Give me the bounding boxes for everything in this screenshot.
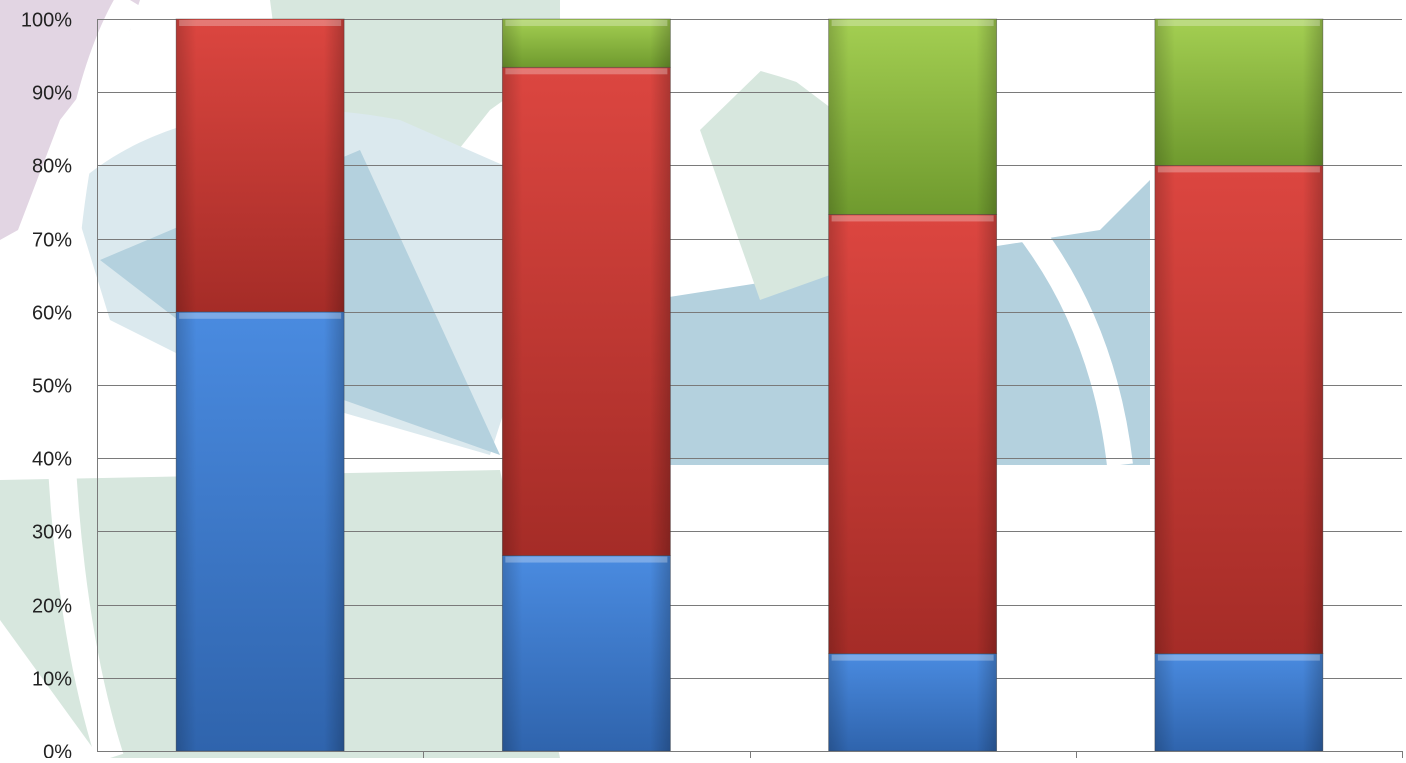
y-tick-label: 20%: [32, 596, 72, 618]
bar-segment: [501, 18, 671, 68]
bars: [175, 18, 1324, 752]
bar-segment-highlight: [179, 20, 342, 26]
bar-segment-shade: [176, 19, 345, 312]
bar-segment-highlight: [1157, 654, 1320, 661]
bar-segment: [828, 653, 998, 752]
y-tick-label: 90%: [32, 83, 72, 105]
bar-segment: [175, 18, 345, 313]
bar-segment: [1154, 164, 1324, 655]
bar-segment-highlight: [179, 312, 342, 319]
y-tick-label: 30%: [32, 522, 72, 544]
y-tick-label: 70%: [32, 230, 72, 252]
bar-segment-highlight: [505, 556, 668, 563]
y-tick-label: 60%: [32, 303, 72, 325]
bar-segment-shade: [1154, 19, 1323, 166]
watermark-arc-white: [45, 0, 143, 763]
y-tick-label: 50%: [32, 376, 72, 398]
y-tick-label: 40%: [32, 449, 72, 471]
bar-segment-highlight: [831, 654, 994, 661]
bar-segment-shade: [502, 19, 671, 68]
bar-segment: [828, 214, 998, 655]
bar-segment: [1154, 653, 1324, 752]
y-tick-label: 80%: [32, 156, 72, 178]
y-tick-label: 100%: [21, 10, 72, 32]
bar-segment: [501, 555, 671, 752]
bar-segment-highlight: [1157, 20, 1320, 26]
bar-segment-highlight: [831, 20, 994, 26]
bar-segment: [175, 311, 345, 752]
bar-segment: [501, 66, 671, 556]
bar-segment-highlight: [831, 215, 994, 222]
bar-segment-shade: [176, 311, 345, 751]
bar-segment-shade: [828, 214, 997, 654]
bar-segment: [828, 18, 998, 215]
y-tick-label: 10%: [32, 669, 72, 691]
bar-segment-shade: [1154, 165, 1323, 654]
axes: 0% 10% 20% 30% 40% 50% 60% 70% 80% 90% 100%: [21, 10, 1403, 763]
y-tick-label: 0%: [43, 742, 72, 759]
bar-segment-shade: [502, 555, 671, 751]
bar-segment-highlight: [1157, 166, 1320, 173]
bar-segment-shade: [828, 19, 997, 215]
bar-segment-highlight: [505, 68, 668, 75]
bar-segment-shade: [1154, 653, 1323, 751]
bar-segment: [1154, 18, 1324, 166]
bar-segment-shade: [502, 67, 671, 556]
bar-segment-shade: [828, 653, 997, 751]
bar-segment-highlight: [505, 20, 668, 26]
